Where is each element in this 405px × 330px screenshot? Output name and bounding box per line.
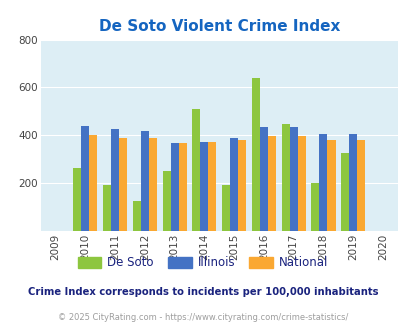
Bar [178,143,186,231]
Bar [230,138,238,231]
Bar [356,140,364,231]
Bar [340,153,348,231]
Bar [192,109,200,231]
Bar [73,168,81,231]
Bar [238,140,245,231]
Bar [259,127,267,231]
Bar [89,135,97,231]
Bar [348,134,356,231]
Bar [132,201,141,231]
Title: De Soto Violent Crime Index: De Soto Violent Crime Index [98,19,339,34]
Bar [289,127,297,231]
Bar [297,136,305,231]
Bar [281,123,289,231]
Bar [267,136,275,231]
Legend: De Soto, Illinois, National: De Soto, Illinois, National [73,252,332,274]
Bar [222,185,230,231]
Text: Crime Index corresponds to incidents per 100,000 inhabitants: Crime Index corresponds to incidents per… [28,287,377,297]
Bar [81,126,89,231]
Bar [103,185,111,231]
Bar [251,78,259,231]
Bar [319,134,327,231]
Text: © 2025 CityRating.com - https://www.cityrating.com/crime-statistics/: © 2025 CityRating.com - https://www.city… [58,313,347,322]
Bar [119,138,127,231]
Bar [162,171,170,231]
Bar [149,138,156,231]
Bar [111,129,119,231]
Bar [200,142,208,231]
Bar [327,140,335,231]
Bar [208,142,216,231]
Bar [170,143,178,231]
Bar [141,131,149,231]
Bar [311,183,319,231]
